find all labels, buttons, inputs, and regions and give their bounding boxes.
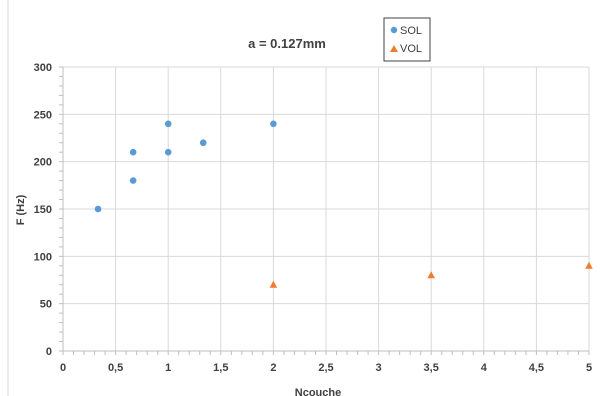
point-vol xyxy=(585,261,593,269)
x-axis-tick-labels: 0 0,5 1 1,5 2 2,5 3 3,5 4 4,5 5 xyxy=(60,362,592,374)
x-tick-label: 1 xyxy=(165,362,171,374)
x-tick-label: 4,5 xyxy=(529,362,544,374)
point-sol xyxy=(94,205,102,213)
legend-vol-marker xyxy=(390,45,398,52)
y-tick-label: 200 xyxy=(34,157,52,169)
data-points xyxy=(94,120,593,288)
x-tick-label: 3,5 xyxy=(424,362,439,374)
point-vol xyxy=(269,280,278,288)
x-tick-label: 0 xyxy=(60,362,66,374)
point-vol xyxy=(427,271,435,279)
y-tick-label: 150 xyxy=(34,204,52,216)
x-axis-title: Ncouche xyxy=(295,387,341,396)
legend: SOL VOL xyxy=(383,17,431,62)
axes xyxy=(59,66,590,355)
x-tick-label: 4 xyxy=(481,362,488,374)
x-tick-label: 2,5 xyxy=(318,362,333,374)
y-axis-title: F (Hz) xyxy=(15,194,27,225)
point-sol xyxy=(270,120,277,128)
legend-sol-marker xyxy=(390,26,398,34)
y-tick-label: 250 xyxy=(34,109,52,121)
legend-vol-label: VOL xyxy=(400,43,422,55)
legend-sol-label: SOL xyxy=(400,25,422,37)
chart-title: a = 0.127mm xyxy=(248,36,326,51)
point-sol xyxy=(164,148,172,156)
y-tick-label: 300 xyxy=(34,62,52,74)
x-tick-label: 5 xyxy=(586,362,592,374)
point-sol xyxy=(129,177,137,184)
y-tick-label: 50 xyxy=(40,299,52,311)
legend-box xyxy=(383,17,431,62)
y-tick-label: 0 xyxy=(46,346,52,358)
y-tick-label: 100 xyxy=(34,251,52,263)
point-sol xyxy=(199,139,207,147)
y-axis-tick-labels: 0 50 100 150 200 250 300 xyxy=(34,62,52,358)
x-tick-label: 2 xyxy=(270,362,276,374)
x-tick-label: 0,5 xyxy=(108,362,123,374)
x-tick-label: 1,5 xyxy=(213,362,228,374)
gridlines xyxy=(63,66,590,351)
x-tick-label: 3 xyxy=(376,362,382,374)
point-sol xyxy=(129,148,137,156)
point-sol xyxy=(164,120,172,128)
